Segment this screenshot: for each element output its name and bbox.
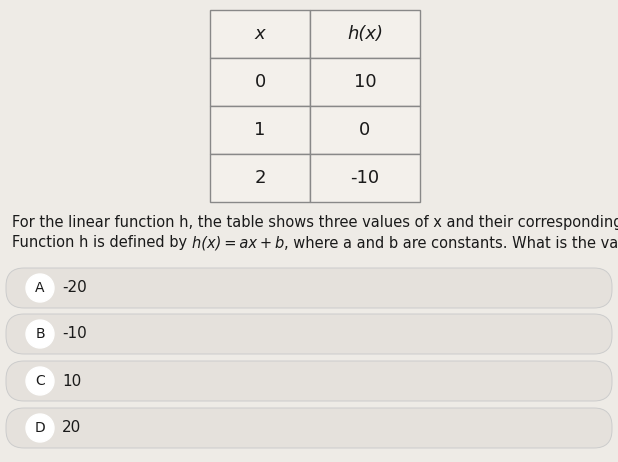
Bar [210, 58, 310, 106]
Text: h(x): h(x) [347, 25, 383, 43]
Text: -20: -20 [62, 280, 87, 296]
Bar [310, 58, 420, 106]
Text: For the linear function h, the table shows three values of x and their correspon: For the linear function h, the table sho… [12, 214, 618, 230]
Text: D: D [35, 421, 45, 435]
Text: h(x) = ax + b: h(x) = ax + b [192, 236, 284, 250]
Text: 0: 0 [360, 121, 371, 139]
Circle shape [26, 414, 54, 442]
Bar [310, 10, 420, 58]
Text: x: x [255, 25, 265, 43]
Text: 10: 10 [353, 73, 376, 91]
FancyBboxPatch shape [6, 314, 612, 354]
Circle shape [26, 274, 54, 302]
Text: 0: 0 [255, 73, 266, 91]
FancyBboxPatch shape [6, 361, 612, 401]
Text: 2: 2 [254, 169, 266, 187]
Text: C: C [35, 374, 45, 388]
Circle shape [26, 367, 54, 395]
Bar [210, 106, 310, 154]
FancyBboxPatch shape [6, 268, 612, 308]
Text: , where a and b are constants. What is the value of b-a?: , where a and b are constants. What is t… [284, 236, 618, 250]
FancyBboxPatch shape [6, 408, 612, 448]
Text: -10: -10 [350, 169, 379, 187]
Bar [210, 10, 310, 58]
Bar [310, 106, 420, 154]
Bar [210, 154, 310, 202]
Bar [310, 154, 420, 202]
Text: 10: 10 [62, 373, 81, 389]
Text: B: B [35, 327, 45, 341]
Text: -10: -10 [62, 327, 87, 341]
Text: 1: 1 [255, 121, 266, 139]
Circle shape [26, 320, 54, 348]
Text: 20: 20 [62, 420, 81, 436]
Text: A: A [35, 281, 44, 295]
Text: Function h is defined by: Function h is defined by [12, 236, 192, 250]
